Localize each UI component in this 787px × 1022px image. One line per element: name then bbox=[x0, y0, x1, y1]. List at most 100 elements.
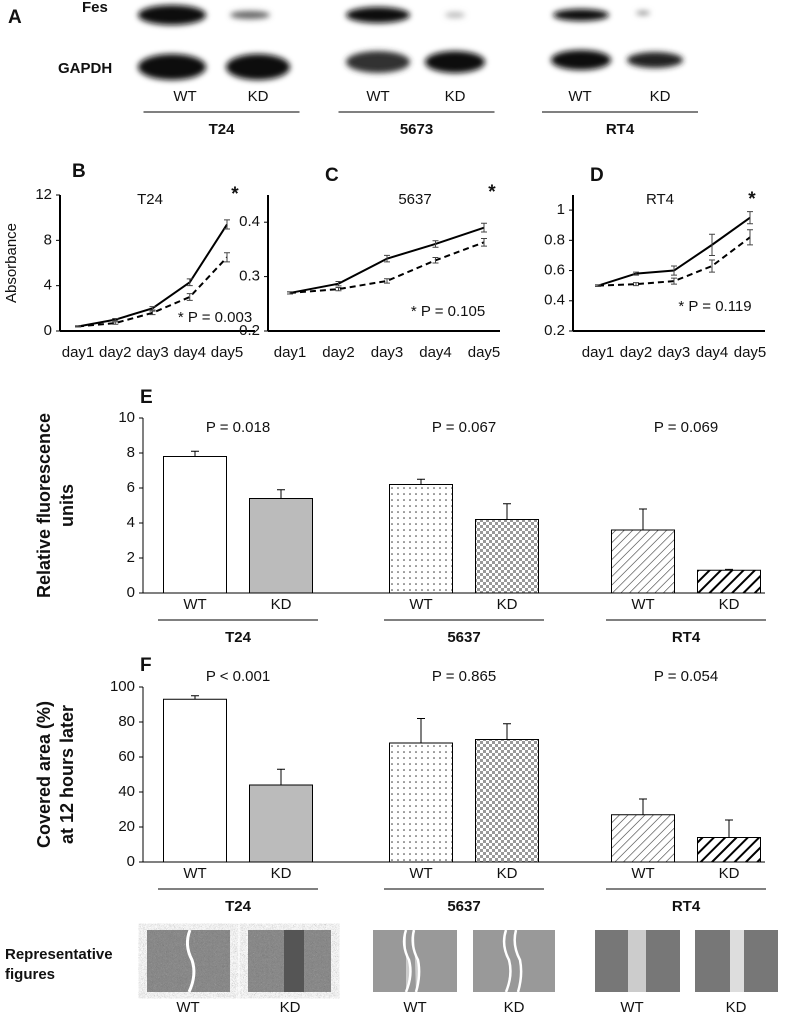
bar bbox=[163, 456, 227, 594]
rep-label: Representative bbox=[5, 946, 113, 963]
series-label: WT bbox=[409, 596, 432, 613]
lane-label: WT bbox=[568, 88, 591, 105]
error-bar bbox=[709, 233, 715, 256]
x-tick-label: day4 bbox=[696, 344, 729, 361]
error-bar bbox=[639, 508, 647, 530]
y-tick-label: 40 bbox=[118, 783, 135, 800]
error-bar bbox=[671, 265, 677, 276]
error-bar bbox=[384, 254, 390, 263]
blot-bands bbox=[138, 5, 683, 80]
series-label: KD bbox=[271, 596, 292, 613]
group-label: 5637 bbox=[447, 898, 480, 915]
chart-title: 5637 bbox=[398, 191, 431, 208]
error-bar bbox=[191, 450, 199, 457]
y-axis-label: units bbox=[57, 484, 77, 527]
error-bar bbox=[186, 278, 193, 287]
panel-label: F bbox=[140, 655, 152, 676]
error-bar bbox=[417, 478, 425, 485]
y-tick-label: 4 bbox=[127, 514, 135, 531]
x-tick-label: day2 bbox=[620, 344, 653, 361]
error-bar bbox=[75, 325, 81, 328]
p-value: P = 0.054 bbox=[654, 668, 718, 685]
bar bbox=[475, 739, 539, 863]
y-tick-label: 0.4 bbox=[544, 292, 565, 309]
series-label: WT bbox=[183, 865, 206, 882]
p-value: P < 0.001 bbox=[206, 668, 270, 685]
error-bar bbox=[417, 718, 425, 743]
rep-label: figures bbox=[5, 966, 55, 983]
y-tick-label: 100 bbox=[110, 678, 135, 695]
y-tick-label: 8 bbox=[127, 444, 135, 461]
group-label: T24 bbox=[225, 629, 252, 646]
series-label: WT bbox=[183, 596, 206, 613]
x-tick-label: day5 bbox=[468, 344, 501, 361]
significance-star: * bbox=[488, 182, 496, 203]
series-label: WT bbox=[631, 596, 654, 613]
panel-label: B bbox=[72, 161, 86, 182]
x-tick-label: day1 bbox=[582, 344, 615, 361]
error-bar bbox=[287, 291, 293, 295]
y-tick-label: 0 bbox=[127, 853, 135, 870]
error-bar bbox=[224, 252, 230, 263]
error-bar bbox=[191, 695, 199, 700]
series-label: KD bbox=[719, 596, 740, 613]
error-bar bbox=[112, 321, 119, 325]
error-bar bbox=[335, 280, 342, 287]
error-bar bbox=[335, 286, 342, 292]
y-tick-label: 0.2 bbox=[239, 322, 260, 339]
error-bar bbox=[595, 284, 601, 287]
y-tick-label: 0 bbox=[44, 322, 52, 339]
bar bbox=[163, 698, 227, 863]
bar bbox=[389, 742, 453, 863]
error-bar bbox=[633, 282, 639, 287]
error-bar bbox=[633, 271, 639, 276]
error-bar bbox=[503, 503, 511, 520]
blot-row-label: GAPDH bbox=[58, 60, 112, 77]
panel-label: D bbox=[590, 165, 604, 186]
group-label: RT4 bbox=[606, 121, 635, 138]
chart-title: RT4 bbox=[646, 191, 674, 208]
panel-label: C bbox=[325, 165, 339, 186]
x-tick-label: day4 bbox=[419, 344, 452, 361]
error-bar bbox=[384, 278, 390, 284]
lane-label: KD bbox=[445, 88, 466, 105]
y-tick-label: 2 bbox=[127, 549, 135, 566]
significance-star: * bbox=[231, 184, 239, 205]
p-value: * P = 0.003 bbox=[178, 309, 252, 326]
error-bar bbox=[481, 238, 487, 247]
p-value: P = 0.067 bbox=[432, 419, 496, 436]
bar bbox=[249, 498, 313, 594]
error-bar bbox=[149, 310, 156, 316]
group-label: T24 bbox=[225, 898, 252, 915]
y-tick-label: 60 bbox=[118, 748, 135, 765]
wound-images bbox=[147, 929, 778, 993]
group-label: RT4 bbox=[672, 629, 701, 646]
image-label: KD bbox=[504, 999, 525, 1016]
y-axis-label: Relative fluorescence bbox=[34, 413, 54, 598]
group-label: RT4 bbox=[672, 898, 701, 915]
group-label: 5637 bbox=[447, 629, 480, 646]
chart-title: T24 bbox=[137, 191, 163, 208]
line bbox=[289, 241, 485, 294]
error-bar bbox=[186, 293, 193, 301]
y-tick-label: 0.6 bbox=[544, 262, 565, 279]
error-bar bbox=[503, 723, 511, 740]
y-tick-label: 8 bbox=[44, 231, 52, 248]
x-tick-label: day1 bbox=[62, 344, 95, 361]
x-tick-label: day3 bbox=[658, 344, 691, 361]
y-tick-label: 0.4 bbox=[239, 213, 260, 230]
lane-label: WT bbox=[366, 88, 389, 105]
series-label: KD bbox=[497, 596, 518, 613]
y-axis-label: at 12 hours later bbox=[57, 705, 77, 844]
x-tick-label: day1 bbox=[274, 344, 307, 361]
y-tick-label: 12 bbox=[35, 186, 52, 203]
bar bbox=[475, 519, 539, 594]
bar bbox=[249, 784, 313, 863]
p-value: * P = 0.119 bbox=[678, 298, 751, 315]
x-tick-label: day5 bbox=[734, 344, 767, 361]
y-tick-label: 0 bbox=[127, 584, 135, 601]
series-label: WT bbox=[409, 865, 432, 882]
panel-label: A bbox=[8, 7, 22, 28]
image-label: WT bbox=[620, 999, 643, 1016]
